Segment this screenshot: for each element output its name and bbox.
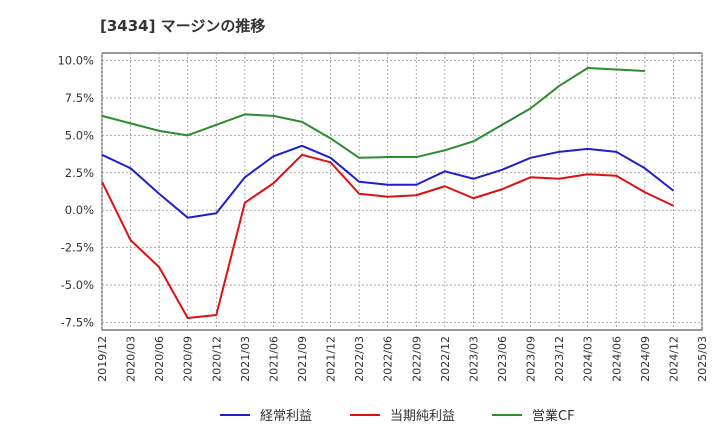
- series-lines: [101, 66, 675, 320]
- series-line-2: [101, 153, 674, 320]
- legend-label: 経常利益: [260, 409, 312, 424]
- x-tick-label: 2021/12: [325, 336, 338, 382]
- y-tick-label: 10.0%: [57, 53, 94, 67]
- y-tick-label: -7.5%: [61, 316, 94, 330]
- legend-label: 当期純利益: [390, 409, 455, 424]
- series-line-3: [101, 66, 645, 159]
- plot-area: [101, 52, 703, 331]
- x-tick-label: 2020/06: [153, 336, 166, 382]
- x-tick-label: 2023/09: [525, 336, 538, 382]
- y-axis-ticks: 10.0% 7.5% 5.0% 2.5% 0.0% -2.5% -5.0% -7.5%: [57, 53, 94, 329]
- y-tick-label: 2.5%: [65, 166, 94, 180]
- y-tick-label: 7.5%: [65, 91, 94, 105]
- x-tick-label: 2025/03: [696, 336, 709, 382]
- y-tick-label: 0.0%: [65, 203, 94, 217]
- x-tick-label: 2022/06: [382, 336, 395, 382]
- legend: 経常利益 当期純利益 営業CF: [220, 408, 575, 424]
- x-tick-label: 2024/12: [667, 336, 680, 382]
- x-tick-label: 2023/03: [467, 336, 480, 382]
- x-tick-label: 2021/03: [239, 336, 252, 382]
- series-line-1: [101, 144, 675, 219]
- x-tick-label: 2022/09: [410, 336, 423, 382]
- x-tick-label: 2023/12: [553, 336, 566, 382]
- x-tick-label: 2022/03: [353, 336, 366, 382]
- y-tick-label: 5.0%: [65, 128, 94, 142]
- x-tick-label: 2019/12: [96, 336, 109, 382]
- x-tick-label: 2023/06: [496, 336, 509, 382]
- x-tick-label: 2020/12: [210, 336, 223, 382]
- x-tick-label: 2022/12: [439, 336, 452, 382]
- x-tick-label: 2024/06: [610, 336, 623, 382]
- x-tick-label: 2020/03: [125, 336, 138, 382]
- y-tick-label: -2.5%: [61, 241, 94, 255]
- x-tick-label: 2021/06: [267, 336, 280, 382]
- x-tick-label: 2024/09: [639, 336, 652, 382]
- grid-lines: [101, 53, 703, 330]
- x-axis-ticks: 2019/12 2020/03 2020/06 2020/09 2020/12 2021/…: [96, 336, 709, 382]
- x-tick-label: 2024/03: [582, 336, 595, 382]
- x-tick-label: 2021/09: [296, 336, 309, 382]
- y-tick-label: -5.0%: [61, 278, 94, 292]
- chart-title: [3434] マージンの推移: [100, 17, 265, 35]
- x-tick-label: 2020/09: [182, 336, 195, 382]
- legend-label: 営業CF: [532, 408, 575, 424]
